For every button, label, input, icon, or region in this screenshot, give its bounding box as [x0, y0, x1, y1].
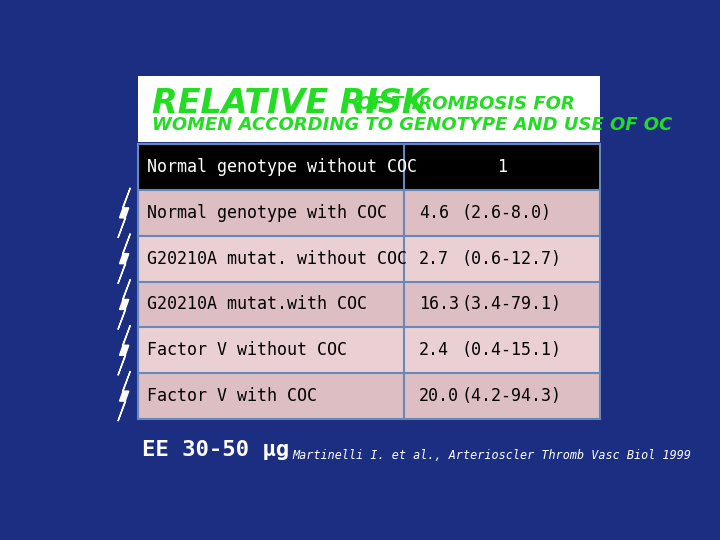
Text: (4.2-94.3): (4.2-94.3): [462, 387, 562, 405]
Text: RELATIVE RISK: RELATIVE RISK: [152, 87, 428, 120]
Text: EE 30-50 μg: EE 30-50 μg: [142, 440, 289, 460]
Polygon shape: [118, 371, 130, 421]
Text: 1: 1: [497, 158, 507, 176]
Text: 20.0: 20.0: [419, 387, 459, 405]
Text: OF THROMBOSIS FOR: OF THROMBOSIS FOR: [351, 95, 575, 113]
Text: (0.6-12.7): (0.6-12.7): [462, 249, 562, 268]
Text: (2.6-8.0): (2.6-8.0): [462, 204, 552, 222]
Bar: [138, 373, 600, 419]
Text: (3.4-79.1): (3.4-79.1): [462, 295, 562, 313]
Text: G20210A mutat. without COC: G20210A mutat. without COC: [148, 249, 408, 268]
Polygon shape: [118, 188, 130, 238]
Text: 2.7: 2.7: [419, 249, 449, 268]
Text: WOMEN ACCORDING TO GENOTYPE AND USE OF OC: WOMEN ACCORDING TO GENOTYPE AND USE OF O…: [152, 117, 672, 134]
Text: Normal genotype without COC: Normal genotype without COC: [148, 158, 418, 176]
Bar: [138, 327, 600, 373]
Text: Martinelli I. et al., Arterioscler Thromb Vasc Biol 1999: Martinelli I. et al., Arterioscler Throm…: [292, 449, 691, 462]
Bar: [138, 236, 600, 281]
Bar: [138, 144, 600, 190]
Text: (0.4-15.1): (0.4-15.1): [462, 341, 562, 359]
Bar: [138, 76, 600, 142]
Bar: [138, 190, 600, 236]
Text: 4.6: 4.6: [419, 204, 449, 222]
Bar: [138, 281, 600, 327]
Text: G20210A mutat.with COC: G20210A mutat.with COC: [148, 295, 367, 313]
Text: Normal genotype with COC: Normal genotype with COC: [148, 204, 387, 222]
Polygon shape: [118, 234, 130, 284]
Polygon shape: [118, 279, 130, 329]
Text: Factor V with COC: Factor V with COC: [148, 387, 318, 405]
Text: 2.4: 2.4: [419, 341, 449, 359]
Polygon shape: [118, 325, 130, 375]
Text: 16.3: 16.3: [419, 295, 459, 313]
Text: Factor V without COC: Factor V without COC: [148, 341, 347, 359]
